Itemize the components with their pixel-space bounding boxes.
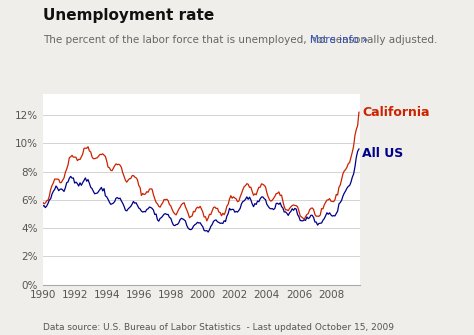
Text: Data source: U.S. Bureau of Labor Statistics  - Last updated October 15, 2009: Data source: U.S. Bureau of Labor Statis… (43, 323, 394, 332)
Text: California: California (362, 106, 429, 119)
Text: Unemployment rate: Unemployment rate (43, 8, 214, 23)
Text: More info »: More info » (310, 35, 369, 45)
Text: The percent of the labor force that is unemployed, not seasonally adjusted.: The percent of the labor force that is u… (43, 35, 437, 45)
Text: All US: All US (362, 147, 403, 160)
